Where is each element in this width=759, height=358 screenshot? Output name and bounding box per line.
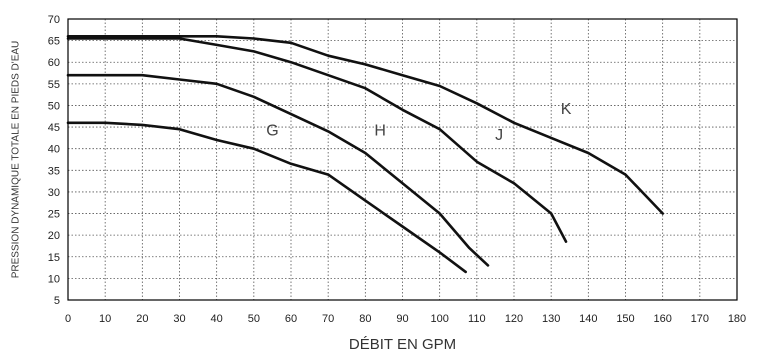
curve-label-h: H <box>374 123 386 140</box>
x-tick-label: 180 <box>728 313 746 325</box>
y-axis-title: PRESSION DYNAMIQUE TOTALE EN PIEDS D'EAU <box>11 41 22 279</box>
x-tick-label: 40 <box>211 313 223 325</box>
y-tick-label: 10 <box>48 273 60 285</box>
grid <box>67 18 738 301</box>
x-tick-label: 0 <box>65 313 71 325</box>
y-tick-label: 15 <box>48 252 60 264</box>
curves <box>66 35 664 274</box>
x-tick-label: 30 <box>173 313 185 325</box>
x-tick-label: 80 <box>359 313 371 325</box>
x-tick-label: 120 <box>505 313 523 325</box>
x-axis-title: DÉBIT EN GPM <box>349 336 456 353</box>
y-tick-label: 35 <box>48 165 60 177</box>
y-tick-label: 45 <box>48 122 60 134</box>
y-tick-label: 70 <box>48 14 60 26</box>
x-tick-label: 50 <box>248 313 260 325</box>
x-tick-label: 70 <box>322 313 334 325</box>
y-tick-label: 20 <box>48 230 60 242</box>
curve-j <box>66 37 568 243</box>
tick-labels: 0 10 20 30 40 50 60 70 80 90 100 110 120 130 140 150 160… <box>48 14 746 325</box>
x-tick-label: 160 <box>653 313 671 325</box>
curve-labels: G H J K <box>266 101 572 144</box>
x-tick-label: 110 <box>468 313 486 325</box>
x-tick-label: 100 <box>430 313 448 325</box>
x-tick-label: 130 <box>542 313 560 325</box>
x-tick-label: 20 <box>136 313 148 325</box>
x-tick-label: 60 <box>285 313 297 325</box>
y-tick-label: 25 <box>48 209 60 221</box>
x-tick-label: 140 <box>579 313 597 325</box>
y-tick-label: 55 <box>48 79 60 91</box>
y-tick-label: 5 <box>54 295 60 307</box>
curve-h <box>66 73 490 267</box>
y-tick-label: 40 <box>48 144 60 156</box>
x-tick-label: 150 <box>616 313 634 325</box>
y-tick-label: 30 <box>48 187 60 199</box>
y-tick-label: 50 <box>48 100 60 112</box>
curve-k <box>66 35 664 215</box>
curve-label-k: K <box>561 101 572 118</box>
x-tick-label: 10 <box>99 313 111 325</box>
x-tick-label: 170 <box>691 313 709 325</box>
curve-label-g: G <box>266 123 278 140</box>
plot-frame <box>67 18 738 301</box>
y-tick-label: 60 <box>48 57 60 69</box>
curve-label-j: J <box>495 127 503 144</box>
y-tick-label: 65 <box>48 36 60 48</box>
x-tick-label: 90 <box>396 313 408 325</box>
curve-g <box>66 121 467 274</box>
